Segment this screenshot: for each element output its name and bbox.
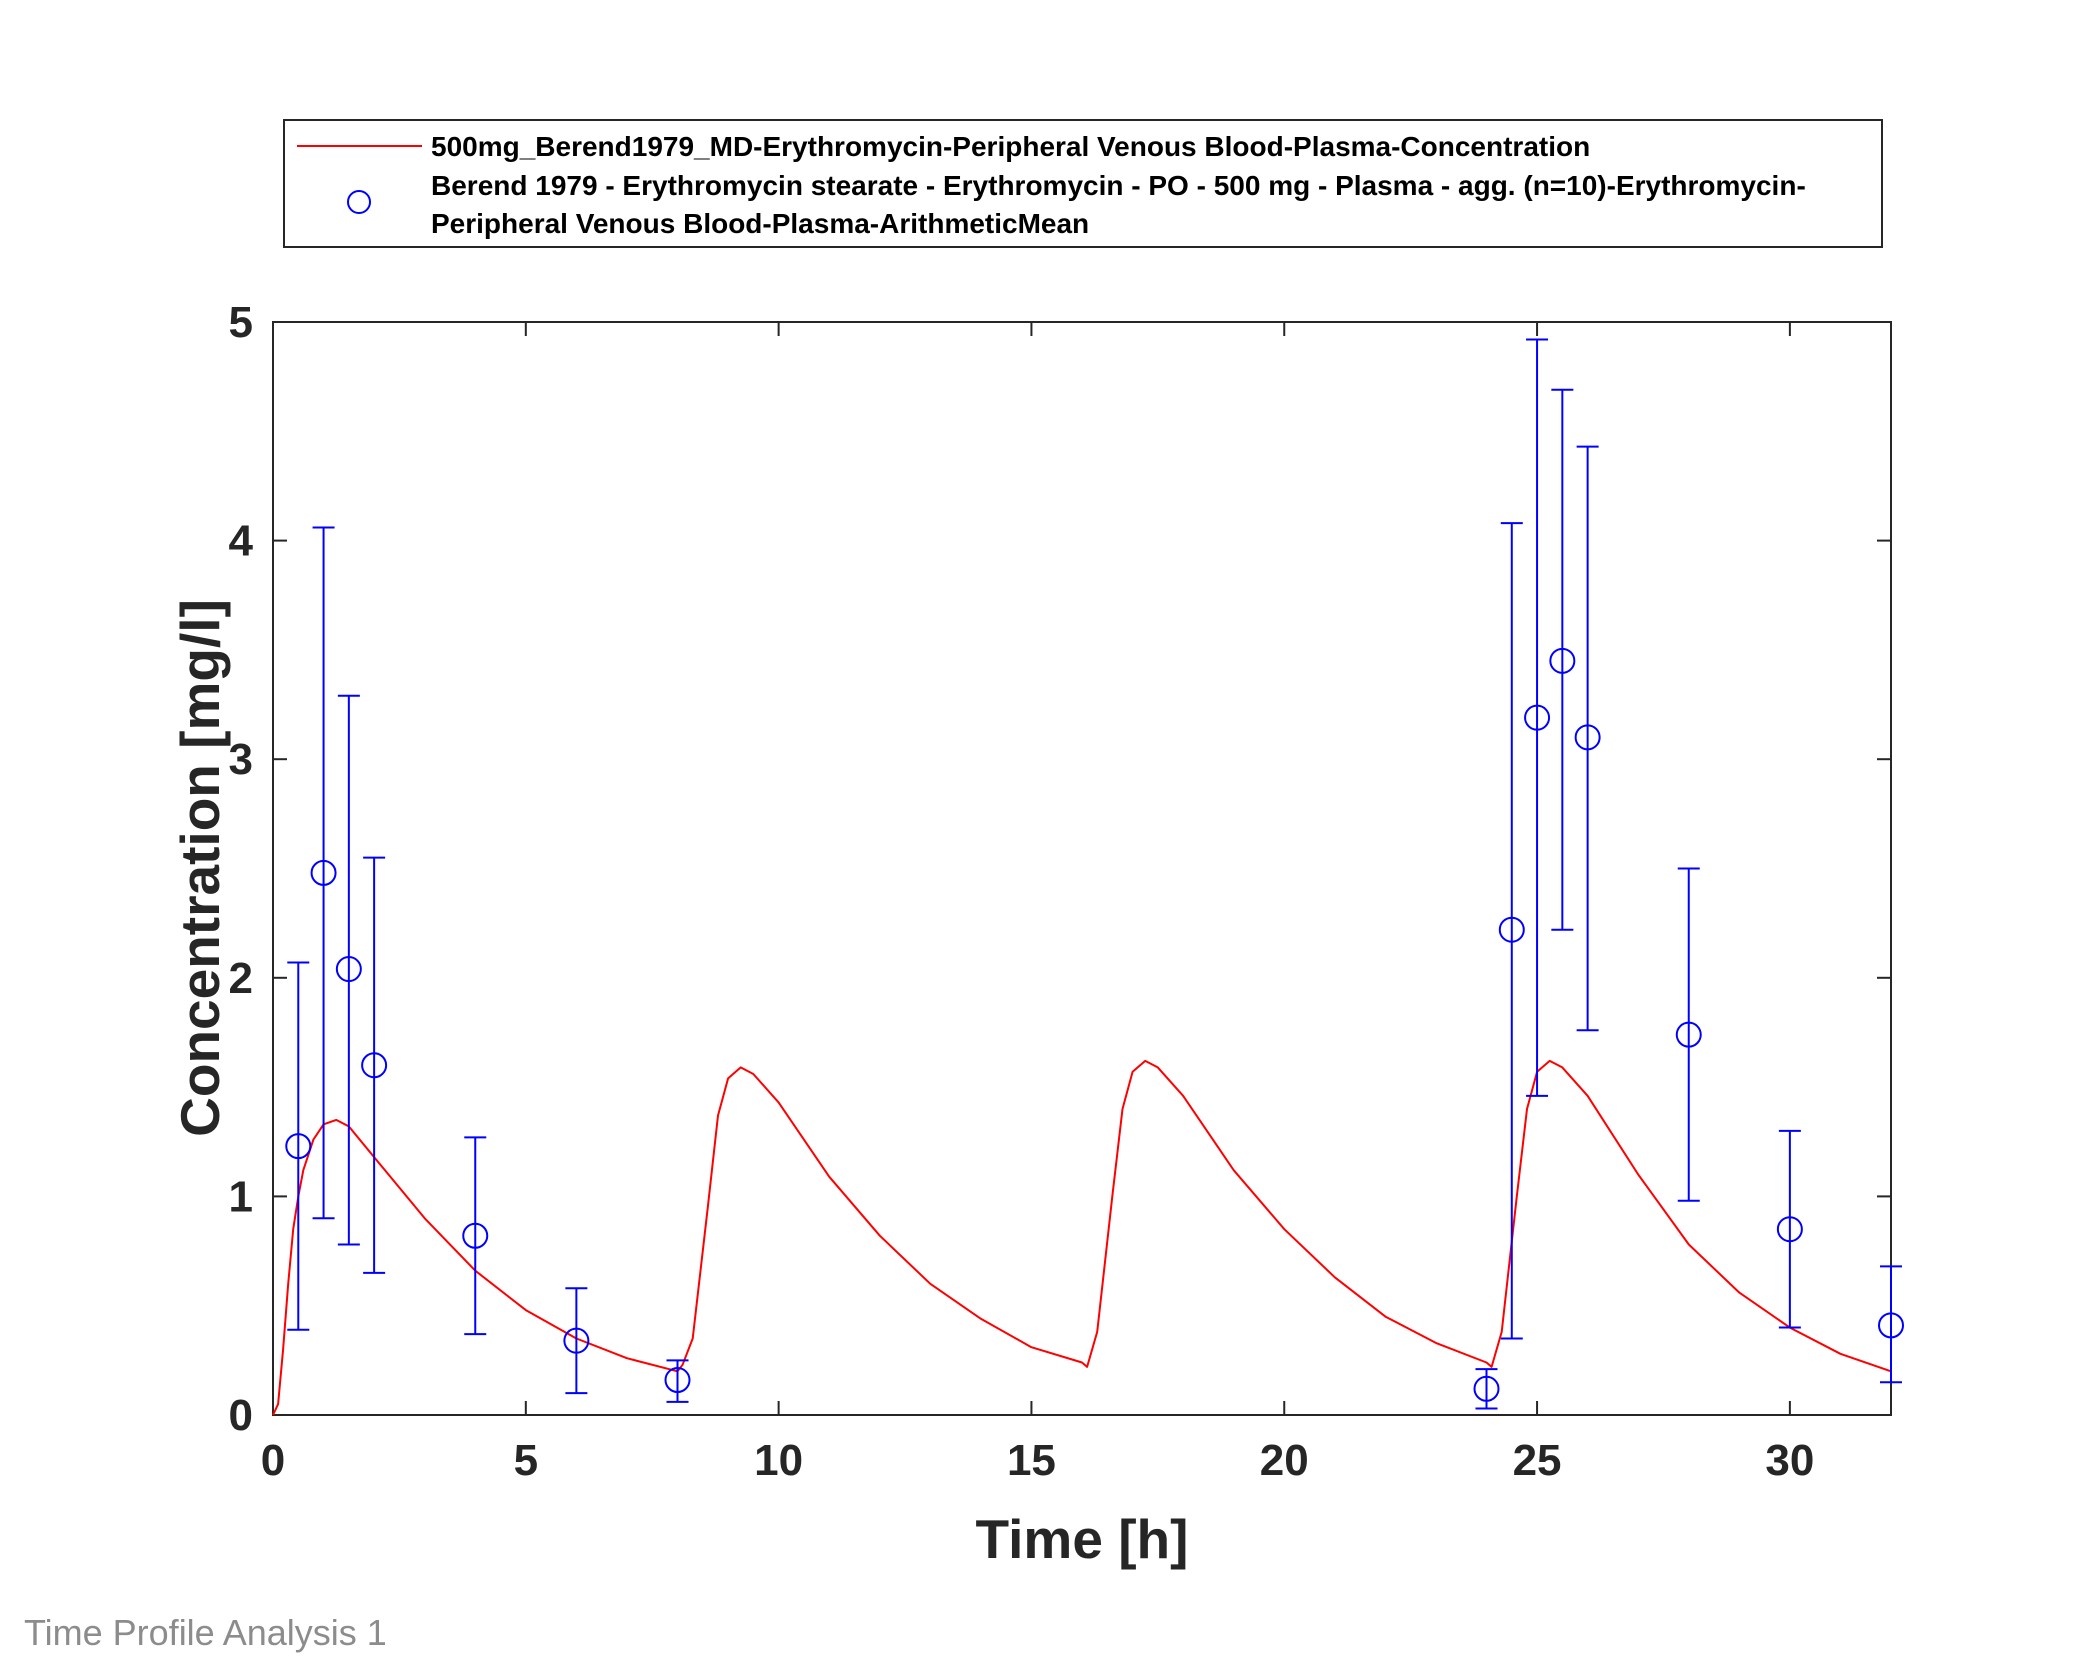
x-axis-title: Time [h] bbox=[976, 1508, 1189, 1570]
observed-marker bbox=[1524, 704, 1551, 731]
legend-simulation-label: 500mg_Berend1979_MD-Erythromycin-Periphe… bbox=[431, 131, 1590, 162]
observed-point bbox=[285, 961, 312, 1331]
legend: 500mg_Berend1979_MD-Erythromycin-Periphe… bbox=[283, 119, 1883, 248]
x-tick-label: 25 bbox=[1513, 1436, 1562, 1485]
axis-ticks: 0 5 10 15 20 25 30 0 1 2 3 4 5 bbox=[229, 298, 1891, 1485]
observed-point bbox=[1498, 522, 1525, 1340]
observed-point bbox=[1675, 867, 1702, 1202]
footer-label: Time Profile Analysis 1 bbox=[24, 1612, 387, 1653]
y-axis-title: Concentration [mg/l] bbox=[169, 599, 231, 1137]
plot-area bbox=[272, 321, 1892, 1416]
x-tick-label: 0 bbox=[261, 1436, 285, 1485]
observed-point bbox=[462, 1136, 489, 1336]
observed-marker bbox=[1675, 1021, 1702, 1048]
observed-point bbox=[1473, 1368, 1500, 1410]
x-tick-label: 10 bbox=[754, 1436, 803, 1485]
observed-marker bbox=[1473, 1375, 1500, 1402]
observed-point bbox=[1524, 338, 1551, 1097]
series-simulation-line bbox=[272, 1059, 1892, 1416]
observed-point bbox=[1776, 1129, 1803, 1329]
legend-observed-label-line2: Peripheral Venous Blood-Plasma-Arithmeti… bbox=[431, 208, 1089, 239]
x-tick-label: 15 bbox=[1007, 1436, 1056, 1485]
observed-point bbox=[1878, 1265, 1904, 1384]
observed-marker bbox=[664, 1367, 691, 1394]
y-tick-label: 1 bbox=[229, 1172, 253, 1221]
legend-observed-swatch bbox=[347, 190, 371, 214]
observed-marker bbox=[1574, 724, 1601, 751]
observed-marker bbox=[1498, 916, 1525, 943]
y-tick-label: 5 bbox=[229, 298, 253, 347]
observed-marker bbox=[285, 1133, 312, 1160]
x-tick-label: 30 bbox=[1765, 1436, 1814, 1485]
x-tick-label: 5 bbox=[514, 1436, 538, 1485]
observed-point bbox=[361, 856, 388, 1274]
observed-point bbox=[664, 1359, 691, 1403]
observed-marker bbox=[1549, 647, 1576, 674]
observed-marker bbox=[361, 1052, 388, 1079]
legend-observed-label-line1: Berend 1979 - Erythromycin stearate - Er… bbox=[431, 170, 1806, 201]
y-tick-label: 2 bbox=[229, 954, 253, 1003]
observed-marker bbox=[462, 1222, 489, 1249]
observed-point bbox=[563, 1287, 590, 1395]
observed-marker bbox=[563, 1327, 590, 1354]
observed-marker bbox=[310, 859, 337, 886]
observed-point bbox=[1549, 388, 1576, 931]
observed-point bbox=[310, 526, 337, 1220]
x-tick-label: 20 bbox=[1260, 1436, 1309, 1485]
series-layer bbox=[272, 338, 1904, 1416]
observed-marker bbox=[1878, 1312, 1904, 1339]
y-tick-label: 3 bbox=[229, 735, 253, 784]
observed-marker bbox=[1776, 1216, 1803, 1243]
legend-box bbox=[283, 119, 1883, 248]
observed-marker bbox=[335, 956, 362, 983]
y-tick-label: 0 bbox=[229, 1391, 253, 1440]
observed-point bbox=[1574, 445, 1601, 1032]
y-tick-label: 4 bbox=[229, 517, 254, 566]
observed-point bbox=[335, 694, 362, 1246]
